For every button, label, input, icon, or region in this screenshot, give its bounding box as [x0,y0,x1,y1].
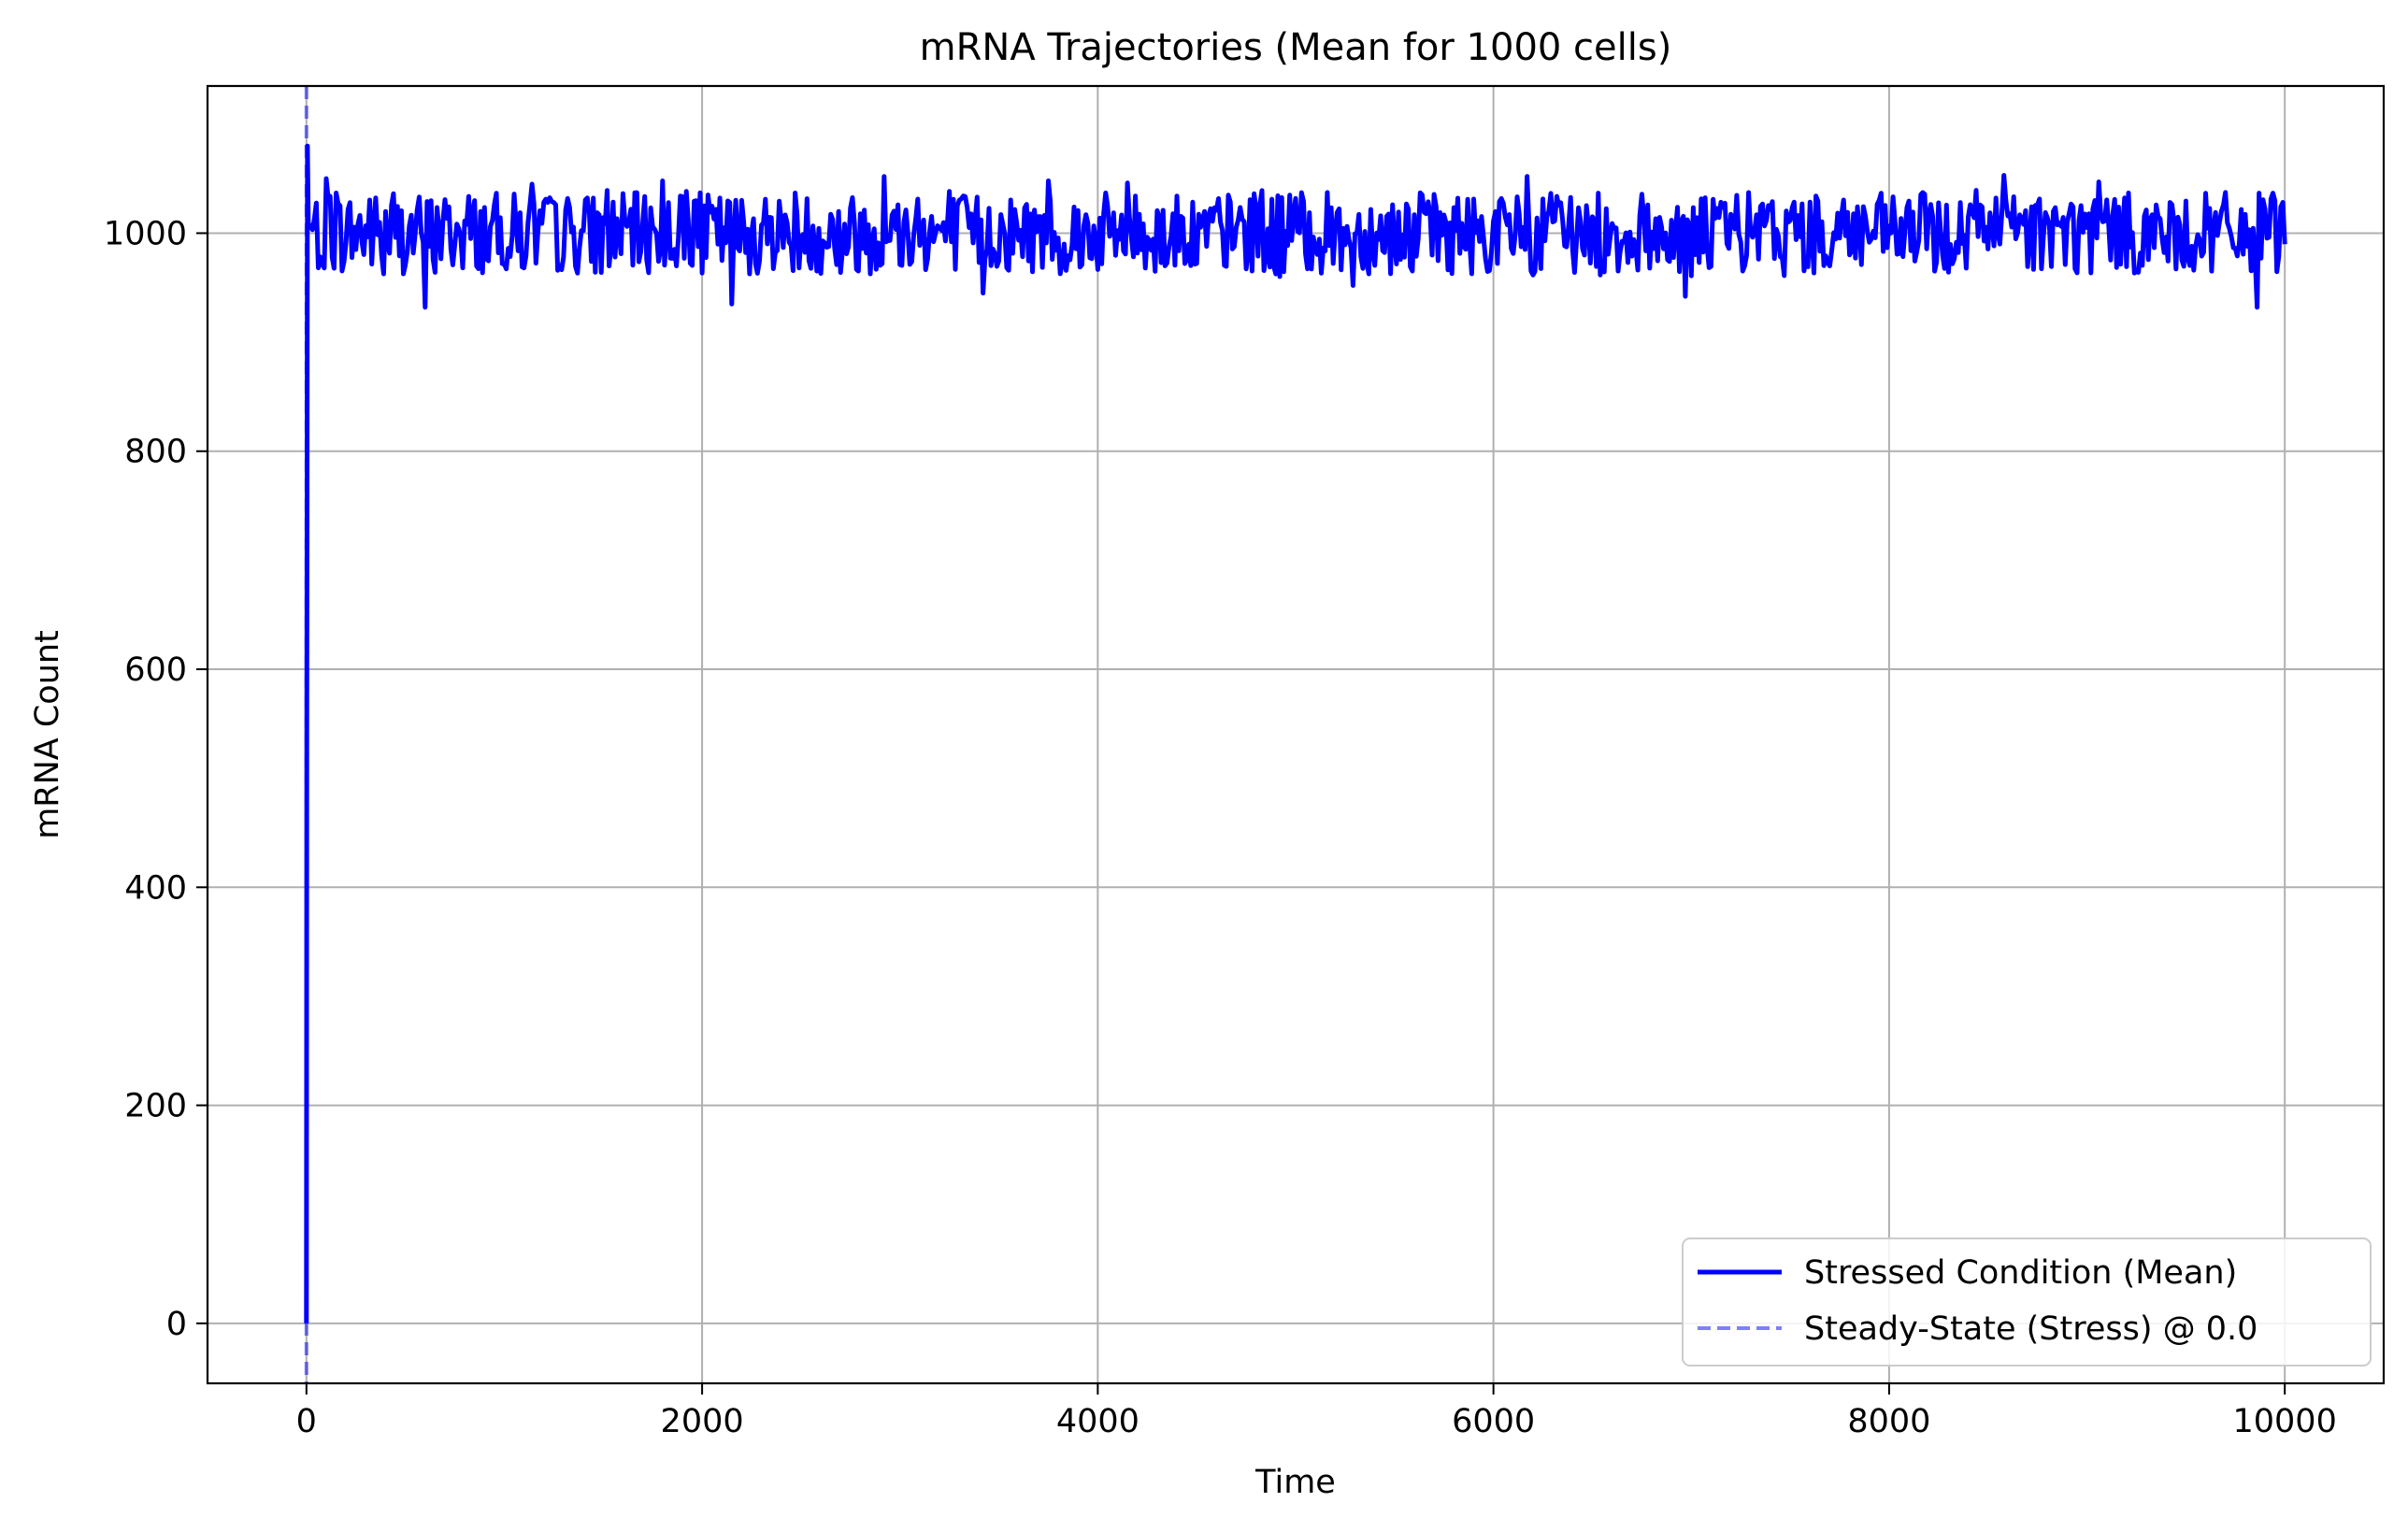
y-tick-label: 600 [124,651,187,689]
y-tick-label: 800 [124,434,187,471]
y-tick-label: 400 [124,869,187,907]
plot-area [304,86,2287,1383]
chart-title: mRNA Trajectories (Mean for 1000 cells) [920,26,1672,69]
ticks: 0 2000 4000 6000 8000 10000 0 200 400 600 800 1000 [104,215,2337,1440]
axes-frame [206,84,2386,1385]
y-tick-label: 0 [166,1306,187,1343]
series-line-stressed-condition-mean [304,143,2287,1324]
legend-label-steady-state: Steady-State (Stress) @ 0.0 [1804,1310,2258,1348]
legend: Stressed Condition (Mean) Steady-State (… [1682,1238,2372,1366]
legend-box [1682,1238,2372,1366]
x-tick-label: 4000 [1056,1403,1140,1440]
x-tick-label: 2000 [661,1403,744,1440]
y-axis-label: mRNA Count [29,630,66,839]
y-tick-label: 200 [124,1088,187,1125]
legend-label-stressed: Stressed Condition (Mean) [1804,1254,2237,1292]
x-tick-label: 8000 [1847,1403,1930,1440]
x-tick-label: 10000 [2233,1403,2337,1440]
y-tick-label: 1000 [104,215,187,252]
x-tick-label: 6000 [1452,1403,1535,1440]
x-tick-label: 0 [296,1403,317,1440]
x-axis-label: Time [1254,1464,1336,1501]
